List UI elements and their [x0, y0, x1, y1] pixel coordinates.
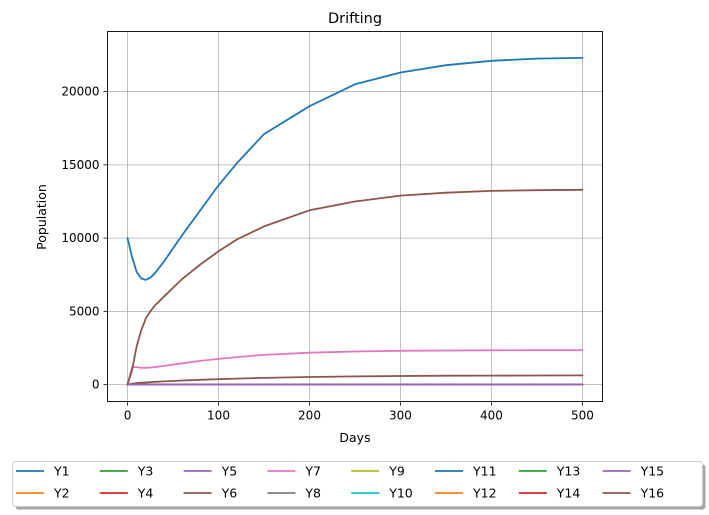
legend-label: Y10 [388, 486, 413, 501]
y-tick-label: 0 [92, 378, 100, 392]
legend-label: Y5 [221, 464, 238, 479]
legend: Y1 Y2 Y3 Y4 Y5 Y6 Y7 Y8 Y9 Y10 Y11 Y12 Y13 Y14 Y15 Y16 [12, 461, 706, 510]
legend-label: Y8 [304, 486, 321, 501]
series-line-y1 [126, 57, 584, 281]
chart-title: Drifting [328, 11, 382, 27]
x-tick-label: 0 [124, 409, 132, 423]
legend-label: Y14 [556, 486, 581, 501]
x-tick-label: 100 [207, 409, 230, 423]
legend-label: Y6 [221, 486, 238, 501]
y-tick-label: 5000 [69, 304, 100, 318]
grid [107, 31, 603, 402]
legend-label: Y7 [304, 464, 321, 479]
x-tick-label: 200 [298, 409, 321, 423]
y-axis-label: Population [34, 184, 49, 250]
legend-items: Y1 Y2 Y3 Y4 Y5 Y6 Y7 Y8 Y9 Y10 Y11 Y12 Y13 Y14 Y15 Y16 [16, 464, 664, 501]
legend-label: Y2 [53, 486, 70, 501]
series-line-y16 [126, 188, 584, 386]
legend-label: Y1 [53, 464, 70, 479]
legend-label: Y3 [137, 464, 154, 479]
series-line-y7 [126, 349, 584, 386]
y-tick-label: 10000 [61, 231, 99, 245]
legend-label: Y9 [388, 464, 405, 479]
y-tick-label: 15000 [61, 158, 99, 172]
legend-label: Y15 [640, 464, 665, 479]
y-tick-label: 20000 [61, 85, 99, 99]
x-tick-label: 500 [571, 409, 594, 423]
series-lines [126, 57, 584, 386]
legend-label: Y12 [472, 486, 497, 501]
plot-frame [107, 31, 603, 402]
x-tick-label: 300 [389, 409, 412, 423]
x-tick-label: 400 [480, 409, 503, 423]
legend-label: Y16 [640, 486, 665, 501]
series-line-y6 [126, 374, 584, 386]
legend-box [12, 461, 703, 507]
legend-label: Y13 [556, 464, 581, 479]
legend-label: Y11 [472, 464, 497, 479]
x-axis-label: Days [339, 430, 370, 445]
legend-label: Y4 [137, 486, 154, 501]
